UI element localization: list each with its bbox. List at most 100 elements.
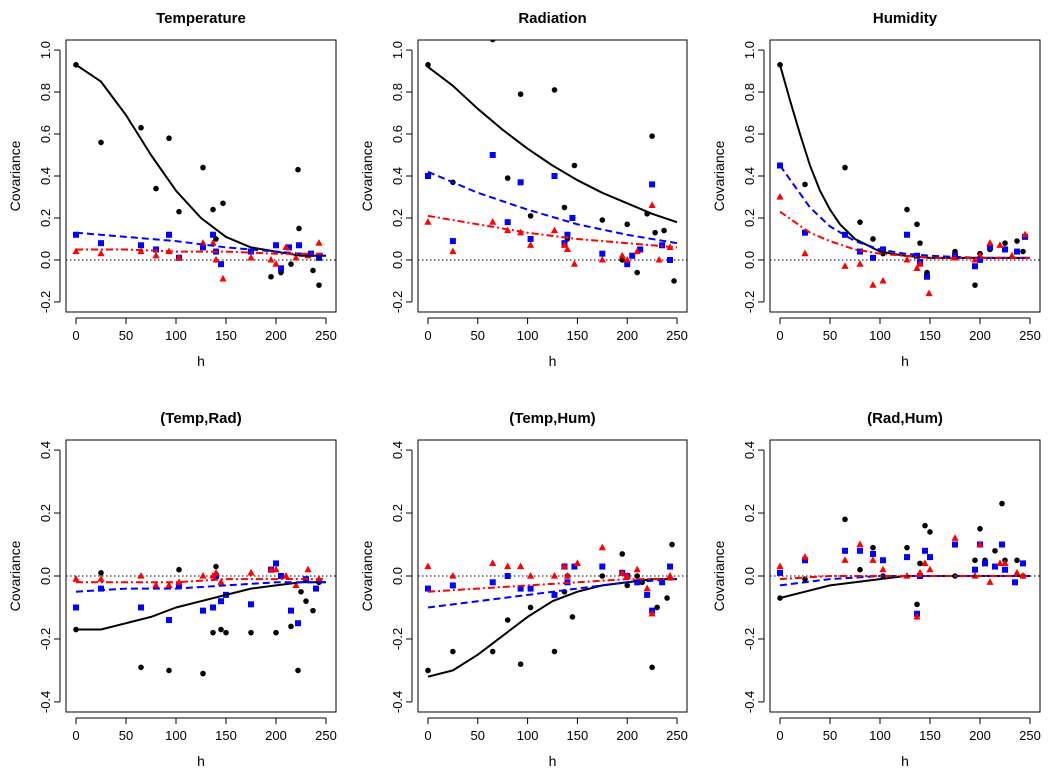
point-red-triangle [97, 249, 105, 257]
point-blue-square [273, 242, 279, 249]
y-tick-label: 1.0 [742, 41, 757, 59]
x-tick-label: 100 [165, 328, 187, 343]
point-blue-square [667, 256, 674, 263]
point-blue-square [295, 620, 301, 627]
point-blue-square [644, 591, 651, 598]
fit-curve-red-dashdot [76, 578, 326, 584]
fit-curve-red-dashdot [76, 248, 326, 255]
point-red-triangle [996, 559, 1004, 567]
y-tick-label: 0.4 [390, 441, 405, 459]
point-black-circle [619, 551, 626, 557]
point-red-triangle [573, 559, 582, 567]
point-red-triangle [212, 568, 220, 576]
point-black-circle [904, 206, 910, 213]
point-black-circle [298, 588, 304, 595]
point-blue-square [977, 256, 983, 263]
x-tick-label: 200 [969, 328, 991, 343]
fit-curve-black-solid [427, 66, 678, 224]
point-black-circle [972, 282, 978, 288]
point-blue-square [504, 573, 511, 579]
point-blue-square [857, 248, 863, 255]
point-red-triangle [489, 218, 497, 225]
point-blue-square [166, 617, 172, 624]
point-blue-square [218, 261, 224, 268]
point-blue-square [278, 573, 284, 579]
point-black-circle [842, 164, 848, 171]
point-black-circle [992, 548, 998, 554]
point-black-circle [857, 566, 863, 573]
point-blue-square [489, 579, 496, 586]
point-red-triangle [526, 572, 535, 579]
point-black-circle [273, 629, 279, 636]
point-red-triangle [175, 578, 183, 585]
point-black-circle [176, 566, 182, 573]
x-tick-label: 0 [72, 728, 79, 743]
point-black-circle [551, 87, 558, 93]
point-black-circle [870, 544, 876, 551]
y-tick-label: -0.4 [38, 691, 53, 713]
point-black-circle [917, 240, 923, 246]
point-blue-square [857, 547, 863, 554]
point-red-triangle [315, 239, 323, 246]
point-blue-square [927, 554, 933, 561]
point-black-circle [288, 261, 294, 267]
point-blue-square [624, 261, 631, 268]
point-black-circle [489, 40, 496, 43]
x-tick-label: 200 [265, 328, 287, 343]
point-black-circle [842, 516, 848, 523]
point-blue-square [649, 181, 656, 188]
point-black-circle [1020, 248, 1026, 255]
panel-title: (Temp,Hum) [509, 410, 595, 427]
point-blue-square [218, 598, 224, 605]
point-black-circle [527, 604, 534, 611]
point-blue-square [1002, 246, 1008, 253]
y-tick-label: -0.2 [38, 291, 53, 313]
point-black-circle [210, 206, 216, 213]
point-black-circle [1002, 240, 1008, 246]
point-blue-square [286, 244, 292, 251]
point-red-triangle [598, 255, 606, 263]
x-axis-label: h [901, 353, 909, 369]
point-black-circle [223, 629, 229, 636]
point-blue-square [153, 246, 159, 253]
point-black-circle [857, 219, 863, 225]
point-black-circle [98, 139, 104, 146]
plot-data [72, 560, 326, 677]
y-tick-label: 0.4 [390, 167, 405, 185]
point-black-circle [599, 217, 606, 223]
point-red-triangle [217, 578, 225, 585]
point-black-circle [504, 175, 511, 181]
point-red-triangle [272, 260, 280, 267]
point-red-triangle [550, 572, 559, 579]
x-tick-label: 150 [919, 728, 941, 743]
point-black-circle [599, 573, 606, 579]
point-black-circle [504, 617, 511, 623]
point-blue-square [551, 173, 558, 179]
y-tick-label: -0.4 [390, 691, 405, 713]
fit-curve-red-dashdot [427, 214, 678, 249]
point-red-triangle [449, 572, 457, 579]
y-tick-label: 1.0 [390, 41, 405, 59]
y-tick-label: 0.8 [742, 83, 757, 101]
point-blue-square [200, 244, 206, 251]
point-blue-square [870, 550, 876, 557]
point-blue-square [73, 604, 79, 611]
point-blue-square [924, 273, 930, 280]
point-red-triangle [424, 562, 432, 570]
point-blue-square [138, 604, 144, 611]
point-black-circle [218, 626, 224, 633]
point-black-circle [634, 269, 640, 276]
point-blue-square [527, 235, 534, 242]
point-blue-square [569, 214, 576, 221]
point-black-circle [671, 278, 677, 284]
point-red-triangle [916, 568, 924, 576]
x-tick-label: 250 [1019, 728, 1041, 743]
point-red-triangle [247, 568, 255, 576]
panel-1: Temperature 0 50 100 150 200 250 h -0.2 0.0 0.2 0.4… [7, 10, 337, 369]
point-blue-square [952, 541, 958, 548]
point-black-circle [870, 236, 876, 242]
y-tick-label: -0.4 [742, 691, 757, 713]
y-tick-label: 0.2 [38, 504, 53, 522]
point-red-triangle [560, 241, 569, 248]
point-blue-square [777, 569, 783, 576]
